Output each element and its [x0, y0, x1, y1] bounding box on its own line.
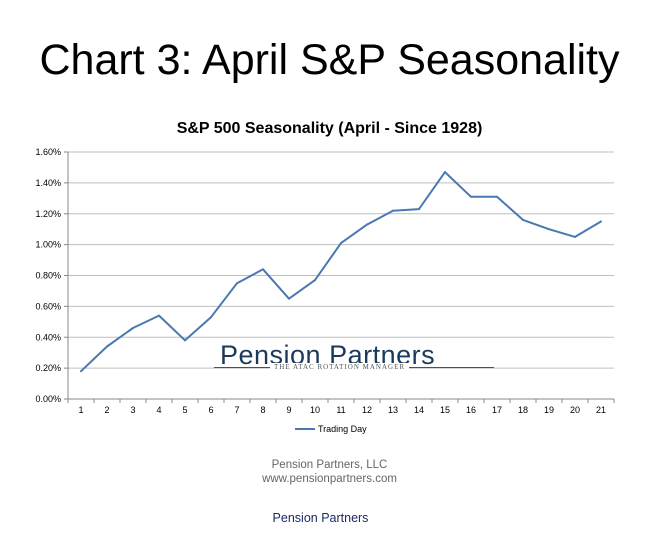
y-tick-label: 0.40% — [35, 332, 61, 342]
data-point — [340, 242, 342, 245]
pension-partners-watermark: Pension Partners THE ATAC ROTATION MANAG… — [214, 340, 494, 376]
legend: Trading Day — [295, 424, 367, 434]
data-point — [392, 209, 394, 212]
data-point — [418, 208, 420, 211]
x-tick-label: 6 — [208, 405, 213, 415]
watermark-tagline: THE ATAC ROTATION MANAGER — [270, 363, 410, 371]
data-point — [600, 220, 602, 223]
x-tick-label: 20 — [570, 405, 580, 415]
x-tick-label: 9 — [286, 405, 291, 415]
x-tick-label: 16 — [466, 405, 476, 415]
y-tick-labels: 0.00% 0.20% 0.40% 0.60% 0.80% 1.00% 1.20% 1.40%… — [35, 147, 61, 404]
footer-company: Pension Partners, LLC — [271, 459, 388, 471]
axes — [64, 151, 615, 403]
chart-title: S&P 500 Seasonality (April - Since 1928) — [176, 120, 483, 137]
slide-title: Chart 3: April S&P Seasonality — [39, 36, 620, 84]
x-tick-label: 19 — [544, 405, 554, 415]
data-point — [236, 282, 238, 285]
x-tick-label: 1 — [78, 405, 83, 415]
x-tick-label: 14 — [414, 405, 424, 415]
y-tick-label: 1.20% — [35, 209, 61, 219]
x-tick-label: 13 — [388, 405, 398, 415]
x-tick-label: 4 — [156, 405, 161, 415]
y-tick-label: 0.60% — [35, 301, 61, 311]
y-tick-label: 1.00% — [35, 240, 61, 250]
data-point — [158, 314, 160, 317]
data-point — [262, 268, 264, 271]
data-point — [574, 235, 576, 238]
x-tick-label: 18 — [518, 405, 528, 415]
legend-label: Trading Day — [318, 424, 367, 434]
data-point — [106, 345, 108, 348]
gridlines — [68, 151, 614, 369]
y-tick-label: 0.00% — [35, 394, 61, 404]
data-point — [522, 218, 524, 221]
data-point — [366, 223, 368, 226]
footer-caption: Pension Partners — [272, 511, 369, 525]
y-tick-label: 1.60% — [35, 147, 61, 157]
data-point — [210, 316, 212, 319]
data-point — [288, 297, 290, 300]
y-tick-label: 0.20% — [35, 363, 61, 373]
x-tick-label: 2 — [104, 405, 109, 415]
x-tick-label: 7 — [234, 405, 239, 415]
data-point — [80, 370, 82, 373]
data-point — [184, 339, 186, 342]
data-point — [444, 171, 446, 174]
data-point — [314, 279, 316, 282]
x-tick-label: 12 — [362, 405, 372, 415]
data-point — [496, 195, 498, 198]
footer-website: www.pensionpartners.com — [262, 473, 397, 485]
data-point — [548, 228, 550, 231]
x-tick-label: 11 — [336, 405, 345, 415]
x-tick-label: 5 — [182, 405, 187, 415]
y-tick-label: 0.80% — [35, 271, 61, 281]
x-tick-label: 3 — [130, 405, 135, 415]
x-tick-labels: 1 2 3 4 5 6 7 8 9 10 11 12 13 14 15 16 17 18 19 20 21 — [78, 405, 606, 415]
y-tick-label: 1.40% — [35, 178, 61, 188]
x-tick-label: 8 — [260, 405, 265, 415]
x-tick-label: 10 — [310, 405, 320, 415]
data-point — [132, 326, 134, 329]
series-layer — [80, 171, 602, 373]
x-tick-label: 17 — [492, 405, 502, 415]
x-tick-label: 15 — [440, 405, 450, 415]
data-point — [470, 195, 472, 198]
x-tick-label: 21 — [596, 405, 606, 415]
